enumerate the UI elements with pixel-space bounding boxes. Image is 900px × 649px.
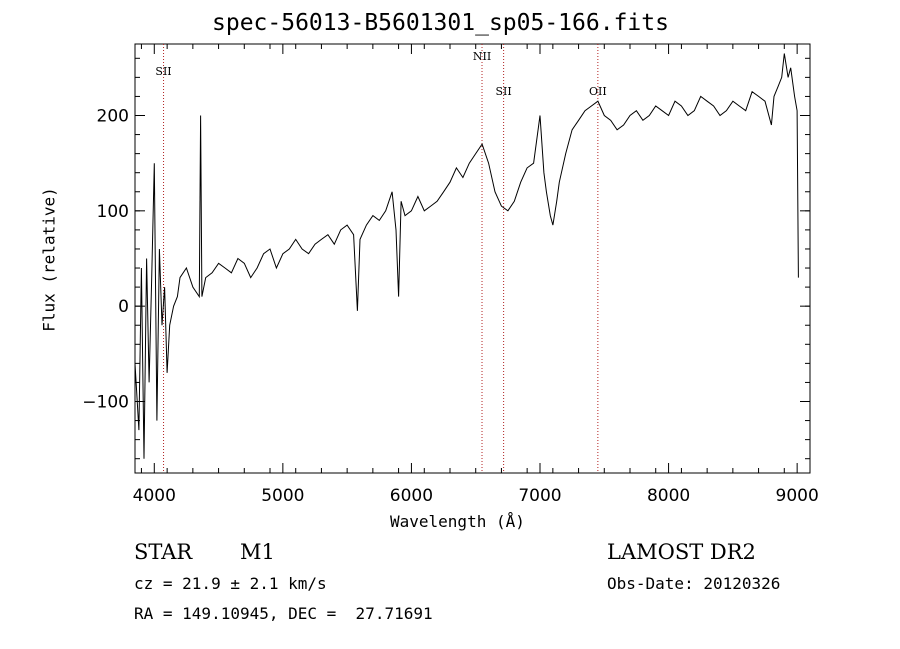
x-tick-label: 5000 bbox=[261, 486, 304, 506]
observation-date: Obs-Date: 20120326 bbox=[607, 574, 781, 593]
plot-axes bbox=[134, 43, 811, 474]
emission-line-label: OII bbox=[589, 85, 607, 98]
survey-name: LAMOST DR2 bbox=[607, 540, 756, 564]
object-class: STAR bbox=[134, 540, 193, 564]
y-axis-label: Flux (relative) bbox=[39, 187, 59, 332]
emission-line-label: SII bbox=[495, 85, 511, 98]
object-subclass: M1 bbox=[240, 540, 275, 564]
y-tick-label: −100 bbox=[82, 393, 129, 413]
emission-line-markers: SII NII SII OII bbox=[155, 44, 607, 473]
emission-line-label: SII bbox=[155, 65, 171, 78]
emission-line-label: NII bbox=[473, 50, 491, 63]
axis-labels: 4000 5000 6000 7000 8000 9000 −100 0 100 200 bbox=[82, 107, 818, 507]
ra-dec: RA = 149.10945, DEC = 27.71691 bbox=[134, 604, 433, 623]
x-tick-label: 8000 bbox=[647, 486, 690, 506]
x-tick-label: 4000 bbox=[133, 486, 176, 506]
x-tick-label: 6000 bbox=[390, 486, 433, 506]
x-tick-label: 9000 bbox=[776, 486, 819, 506]
x-axis-label: Wavelength (Å) bbox=[390, 512, 525, 531]
chart-title: spec-56013-B5601301_sp05-166.fits bbox=[212, 10, 669, 36]
plot-frame bbox=[134, 43, 811, 474]
y-tick-label: 0 bbox=[118, 297, 129, 317]
x-tick-label: 7000 bbox=[518, 486, 561, 506]
y-tick-label: 100 bbox=[97, 202, 129, 222]
spectrum-line bbox=[134, 53, 799, 459]
redshift-cz: cz = 21.9 ± 2.1 km/s bbox=[134, 574, 327, 593]
spectrum-series bbox=[134, 53, 799, 459]
y-tick-label: 200 bbox=[97, 107, 129, 127]
